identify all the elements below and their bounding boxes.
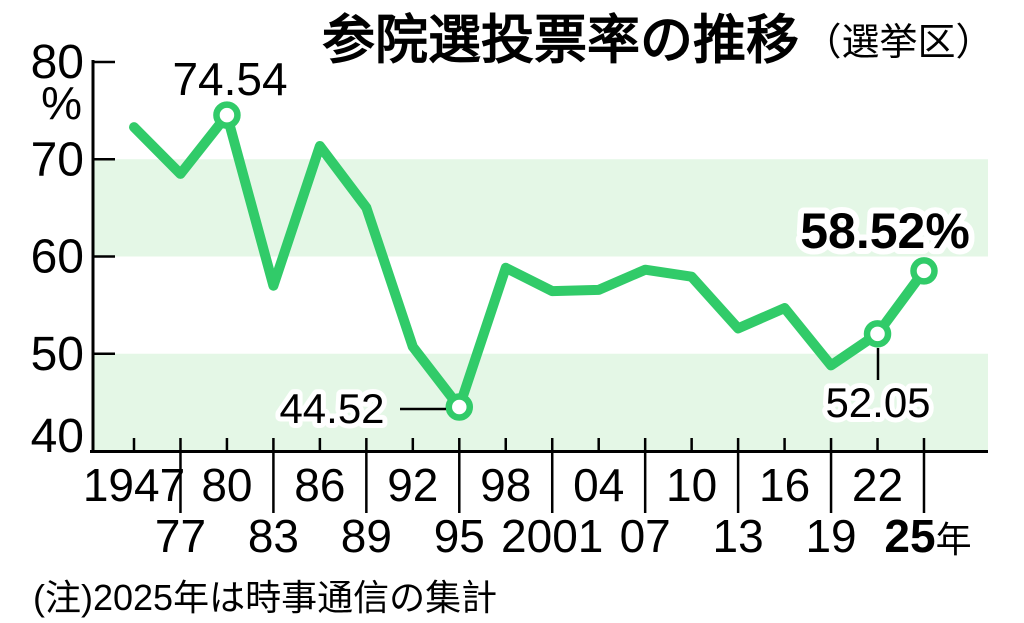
annotations: 74.54 44.52 52.05 58.52%: [172, 53, 975, 437]
annotation-low-1995: 44.52: [279, 385, 384, 432]
y-axis-labels: 80 70 60 50 40: [31, 36, 84, 463]
turnout-polyline: [129, 110, 929, 413]
annotation-latest-2025: 58.52%: [800, 203, 970, 259]
x-tick-label: 77: [155, 510, 206, 562]
x-tick-label: 92: [387, 459, 438, 511]
data-point-markers: [213, 101, 938, 421]
data-point-marker: [863, 320, 892, 348]
y-tick-label: 60: [31, 231, 84, 284]
y-tick-label: 70: [31, 133, 84, 186]
x-tick-label: 2001: [501, 510, 603, 562]
y-axis-unit: %: [41, 77, 82, 129]
annotation-peak-1980: 74.54: [172, 53, 287, 105]
x-tick-label: 22: [852, 459, 903, 511]
x-tick-label: 07: [620, 510, 671, 562]
annotation-callouts: [400, 348, 880, 411]
x-tick-label: 13: [713, 510, 764, 562]
data-point-marker: [910, 257, 938, 285]
x-tick-label: 89: [341, 510, 392, 562]
data-point-marker: [213, 101, 241, 129]
chart-title-suffix: （選挙区）: [803, 22, 993, 64]
x-tick-label: 10: [666, 459, 717, 511]
x-tick-label: 19: [805, 510, 856, 562]
x-tick-label: 86: [294, 459, 345, 511]
tick-marks: [93, 60, 926, 513]
x-tick-label: 95: [434, 510, 485, 562]
x-tick-label: 1947: [83, 459, 185, 511]
x-tick-label: 80: [201, 459, 252, 511]
footnote: (注)2025年は時事通信の集計: [33, 577, 497, 618]
x-tick-label: 83: [248, 510, 299, 562]
y-tick-label: 80: [31, 36, 84, 89]
value-band: [93, 353, 988, 451]
chart-title: 参院選投票率の推移 （選挙区）: [322, 11, 993, 70]
x-axis-labels: 1947778083868992959820010407101316192225…: [83, 459, 972, 562]
data-line: [129, 110, 929, 413]
chart-title-main: 参院選投票率の推移: [322, 11, 799, 70]
annotation-2022: 52.05: [825, 379, 930, 426]
y-tick-label: 40: [31, 410, 84, 463]
data-point-marker: [445, 393, 474, 421]
shaded-bands: [93, 159, 988, 451]
x-tick-label: 98: [480, 459, 531, 511]
y-tick-label: 50: [31, 328, 84, 381]
x-tick-label: 16: [759, 459, 810, 511]
x-tick-label: 25年: [884, 510, 971, 562]
x-tick-label: 04: [573, 459, 624, 511]
